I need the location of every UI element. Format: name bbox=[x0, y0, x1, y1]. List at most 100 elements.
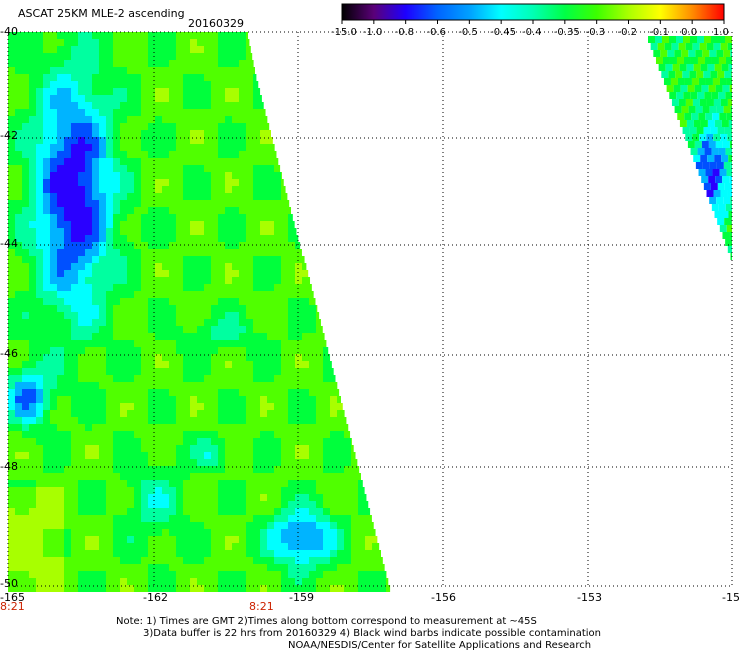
swath-cell bbox=[99, 431, 106, 438]
swath-cell bbox=[127, 459, 134, 466]
swath-cell bbox=[148, 354, 155, 361]
swath-cell bbox=[253, 515, 260, 522]
swath-cell bbox=[29, 32, 36, 39]
swath-cell bbox=[92, 340, 99, 347]
swath-cell bbox=[8, 256, 15, 263]
swath-cell bbox=[50, 403, 57, 410]
swath-cell bbox=[120, 60, 127, 67]
swath-cell bbox=[323, 340, 326, 347]
swath-cell bbox=[169, 249, 176, 256]
swath-cell bbox=[176, 452, 183, 459]
swath-cell bbox=[99, 102, 106, 109]
swath-cell bbox=[696, 71, 703, 78]
swath-cell bbox=[225, 32, 232, 39]
swath-cell bbox=[274, 480, 281, 487]
swath-cell bbox=[225, 179, 232, 186]
swath-cell bbox=[78, 305, 85, 312]
swath-cell bbox=[288, 445, 295, 452]
swath-cell bbox=[57, 256, 64, 263]
swath-cell bbox=[225, 543, 232, 550]
swath-cell bbox=[141, 67, 148, 74]
swath-cell bbox=[696, 106, 703, 113]
swath-cell bbox=[127, 60, 134, 67]
swath-cell bbox=[190, 123, 197, 130]
swath-cell bbox=[281, 207, 288, 214]
swath-cell bbox=[183, 32, 190, 39]
swath-cell bbox=[176, 172, 183, 179]
swath-cell bbox=[694, 64, 701, 71]
swath-cell bbox=[148, 368, 155, 375]
swath-cell bbox=[57, 67, 64, 74]
swath-cell bbox=[690, 92, 697, 99]
swath-cell bbox=[316, 564, 323, 571]
lat-label-50: -50 bbox=[0, 578, 16, 590]
swath-cell bbox=[682, 71, 689, 78]
swath-cell bbox=[134, 382, 141, 389]
swath-cell bbox=[141, 522, 148, 529]
swath-cell bbox=[218, 158, 225, 165]
swath-cell bbox=[50, 550, 57, 557]
swath-cell bbox=[141, 39, 148, 46]
swath-cell bbox=[120, 151, 127, 158]
swath-cell bbox=[720, 134, 727, 141]
swath-cell bbox=[365, 515, 372, 522]
swath-cell bbox=[323, 585, 330, 592]
swath-cell bbox=[302, 522, 309, 529]
swath-cell bbox=[253, 249, 260, 256]
swath-cell bbox=[358, 480, 363, 487]
swath-cell bbox=[29, 585, 36, 592]
swath-cell bbox=[50, 319, 57, 326]
swath-cell bbox=[239, 396, 246, 403]
swath-cell bbox=[169, 312, 176, 319]
swath-cell bbox=[15, 102, 22, 109]
swath-cell bbox=[183, 361, 190, 368]
swath-cell bbox=[120, 326, 127, 333]
swath-cell bbox=[29, 193, 36, 200]
swath-cell bbox=[253, 361, 260, 368]
swath-cell bbox=[669, 36, 676, 43]
swath-cell bbox=[36, 193, 43, 200]
swath-cell bbox=[134, 53, 141, 60]
swath-cell bbox=[253, 221, 260, 228]
swath-cell bbox=[36, 410, 43, 417]
swath-cell bbox=[351, 459, 357, 466]
swath-cell bbox=[15, 529, 22, 536]
swath-cell bbox=[64, 389, 71, 396]
swath-cell bbox=[717, 106, 724, 113]
swath-cell bbox=[169, 417, 176, 424]
swath-cell bbox=[120, 32, 127, 39]
swath-cell bbox=[29, 319, 36, 326]
swath-cell bbox=[64, 417, 71, 424]
swath-cell bbox=[225, 410, 232, 417]
swath-cell bbox=[351, 515, 358, 522]
swath-cell bbox=[43, 333, 50, 340]
swath-cell bbox=[704, 127, 711, 134]
swath-cell bbox=[99, 284, 106, 291]
swath-cell bbox=[274, 417, 281, 424]
swath-cell bbox=[309, 550, 316, 557]
swath-cell bbox=[64, 368, 71, 375]
swath-cell bbox=[218, 228, 225, 235]
swath-cell bbox=[246, 543, 253, 550]
swath-cell bbox=[183, 284, 190, 291]
swath-cell bbox=[141, 396, 148, 403]
swath-cell bbox=[57, 81, 64, 88]
swath-cell bbox=[260, 172, 267, 179]
swath-cell bbox=[78, 158, 85, 165]
swath-cell bbox=[29, 67, 36, 74]
swath-cell bbox=[682, 106, 689, 113]
swath-cell bbox=[50, 494, 57, 501]
swath-cell bbox=[120, 557, 127, 564]
swath-cell bbox=[22, 200, 29, 207]
swath-cell bbox=[225, 368, 232, 375]
swath-cell bbox=[78, 508, 85, 515]
swath-cell bbox=[106, 284, 113, 291]
swath-cell bbox=[127, 200, 134, 207]
swath-cell bbox=[204, 508, 211, 515]
swath-cell bbox=[57, 564, 64, 571]
swath-cell bbox=[253, 151, 260, 158]
swath-cell bbox=[295, 452, 302, 459]
swath-cell bbox=[225, 165, 232, 172]
swath-cell bbox=[29, 291, 36, 298]
swath-cell bbox=[337, 522, 344, 529]
